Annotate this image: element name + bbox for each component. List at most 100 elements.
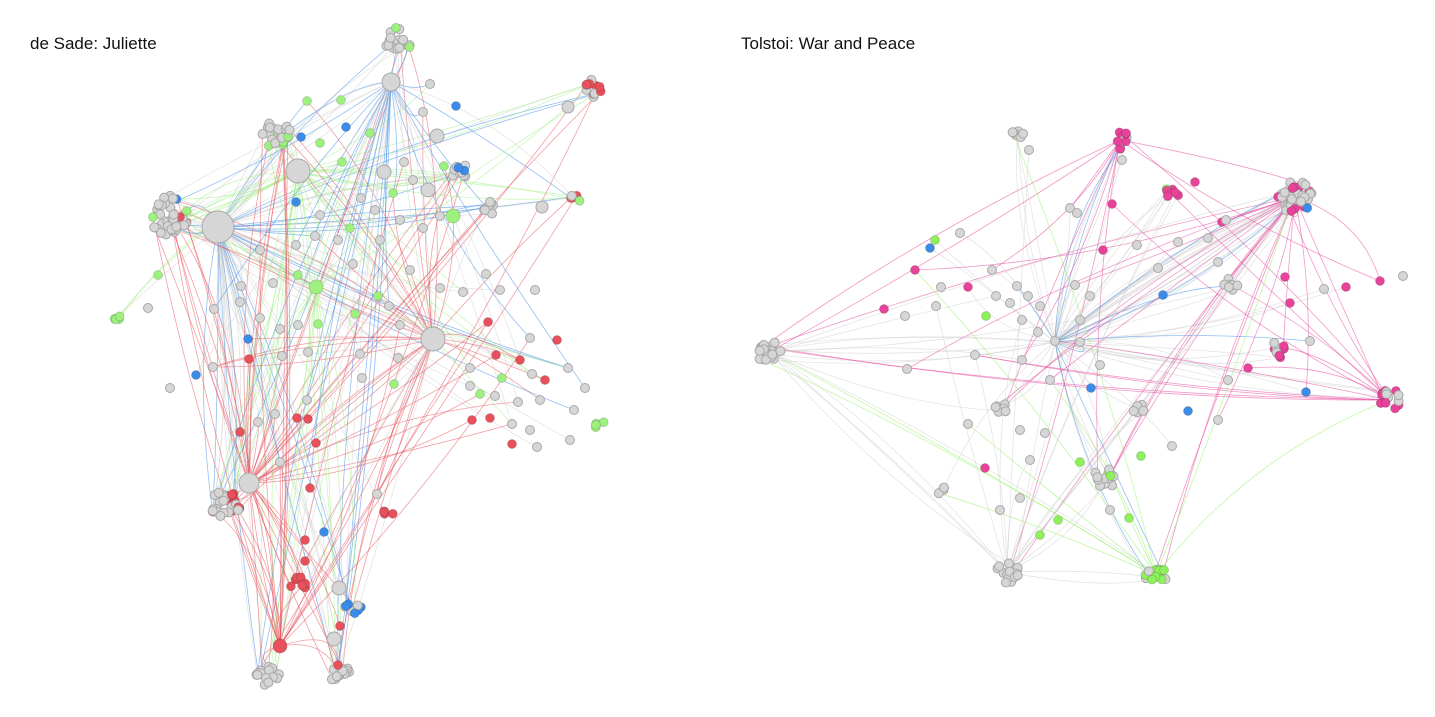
network-node: [293, 320, 303, 330]
network-node: [1023, 291, 1033, 301]
network-edge: [390, 81, 531, 339]
network-edge: [214, 81, 392, 496]
network-edge: [1054, 241, 1179, 343]
network-edge: [1054, 140, 1125, 343]
panel-title-war-and-peace: Tolstoi: War and Peace: [741, 34, 916, 53]
network-node: [1286, 194, 1297, 205]
network-node: [399, 157, 409, 167]
network-node: [1269, 337, 1280, 348]
network-node: [540, 375, 550, 385]
network-node: [388, 188, 398, 198]
network-node: [420, 182, 436, 198]
network-edge: [1015, 131, 1056, 343]
network-edge: [248, 482, 341, 627]
network-node: [238, 472, 260, 494]
network-node: [879, 304, 889, 314]
network-edge: [1054, 136, 1123, 343]
network-node: [769, 337, 780, 348]
network-node: [218, 495, 229, 506]
network-node: [527, 369, 537, 379]
network-node: [465, 363, 475, 373]
network-node: [394, 42, 405, 53]
network-edge: [1054, 340, 1391, 401]
network-node: [963, 419, 973, 429]
network-node: [336, 95, 346, 105]
network-edge: [217, 93, 594, 228]
network-node: [955, 228, 965, 238]
network-edge: [248, 169, 455, 484]
network-node: [235, 297, 245, 307]
network-node: [393, 353, 403, 363]
network-edge: [762, 345, 1391, 401]
network-node: [1065, 203, 1075, 213]
network-node: [333, 235, 343, 245]
network-node: [495, 285, 505, 295]
network-edge: [1247, 366, 1391, 401]
network-edge: [275, 286, 317, 674]
network-node: [143, 303, 153, 313]
network-node: [149, 222, 160, 233]
network-node: [1121, 128, 1132, 139]
network-node: [479, 205, 490, 216]
network-edge: [390, 81, 519, 403]
network-node: [1072, 208, 1082, 218]
network-node: [420, 326, 446, 352]
network-node: [257, 129, 268, 140]
network-edge: [1119, 139, 1306, 186]
network-node: [181, 206, 192, 217]
network-edge: [1006, 149, 1030, 573]
network-node: [305, 483, 315, 493]
network-edge: [934, 239, 1056, 343]
network-edge: [1119, 139, 1381, 282]
network-node: [1300, 179, 1311, 190]
network-node: [991, 291, 1001, 301]
network-node: [268, 278, 278, 288]
network-edge: [173, 218, 434, 340]
network-node: [1162, 191, 1173, 202]
network-edge: [1230, 284, 1391, 401]
network-edge: [335, 338, 434, 678]
network-node: [263, 677, 274, 688]
network-node: [1045, 375, 1055, 385]
network-node: [513, 397, 523, 407]
network-edge: [248, 419, 473, 484]
network-edge: [1006, 571, 1153, 584]
network-node: [939, 482, 950, 493]
network-edge: [1104, 196, 1296, 484]
network-node: [1017, 128, 1028, 139]
network-edge: [999, 319, 1023, 573]
network-node: [153, 199, 164, 210]
network-node: [345, 223, 355, 233]
network-node: [485, 413, 495, 423]
network-node: [1279, 187, 1290, 198]
network-graph-juliette: [109, 22, 609, 690]
network-node: [1159, 565, 1170, 576]
network-edge: [345, 81, 392, 607]
network-edge: [1054, 190, 1168, 343]
network-edge: [1015, 134, 1056, 343]
network-edge: [432, 197, 572, 340]
network-node: [467, 415, 477, 425]
network-edge: [390, 81, 414, 181]
network-node: [209, 304, 219, 314]
network-node: [594, 81, 605, 92]
network-node: [1003, 558, 1014, 569]
network-node: [1221, 215, 1231, 225]
network-node: [1105, 470, 1116, 481]
network-edge: [286, 126, 434, 340]
network-edge: [769, 286, 1235, 353]
network-node: [1070, 280, 1080, 290]
network-node: [275, 324, 285, 334]
network-node: [1098, 245, 1108, 255]
network-node: [1005, 298, 1015, 308]
network-panel-war-and-peace: Tolstoi: War and Peace: [718, 0, 1435, 717]
network-node: [1015, 493, 1025, 503]
network-edge: [764, 347, 1008, 573]
network-node: [1223, 375, 1233, 385]
network-edge: [279, 324, 401, 647]
network-node: [404, 42, 415, 53]
network-edge: [169, 195, 434, 340]
network-edge: [304, 338, 434, 584]
network-node: [365, 128, 375, 138]
network-node: [311, 438, 321, 448]
